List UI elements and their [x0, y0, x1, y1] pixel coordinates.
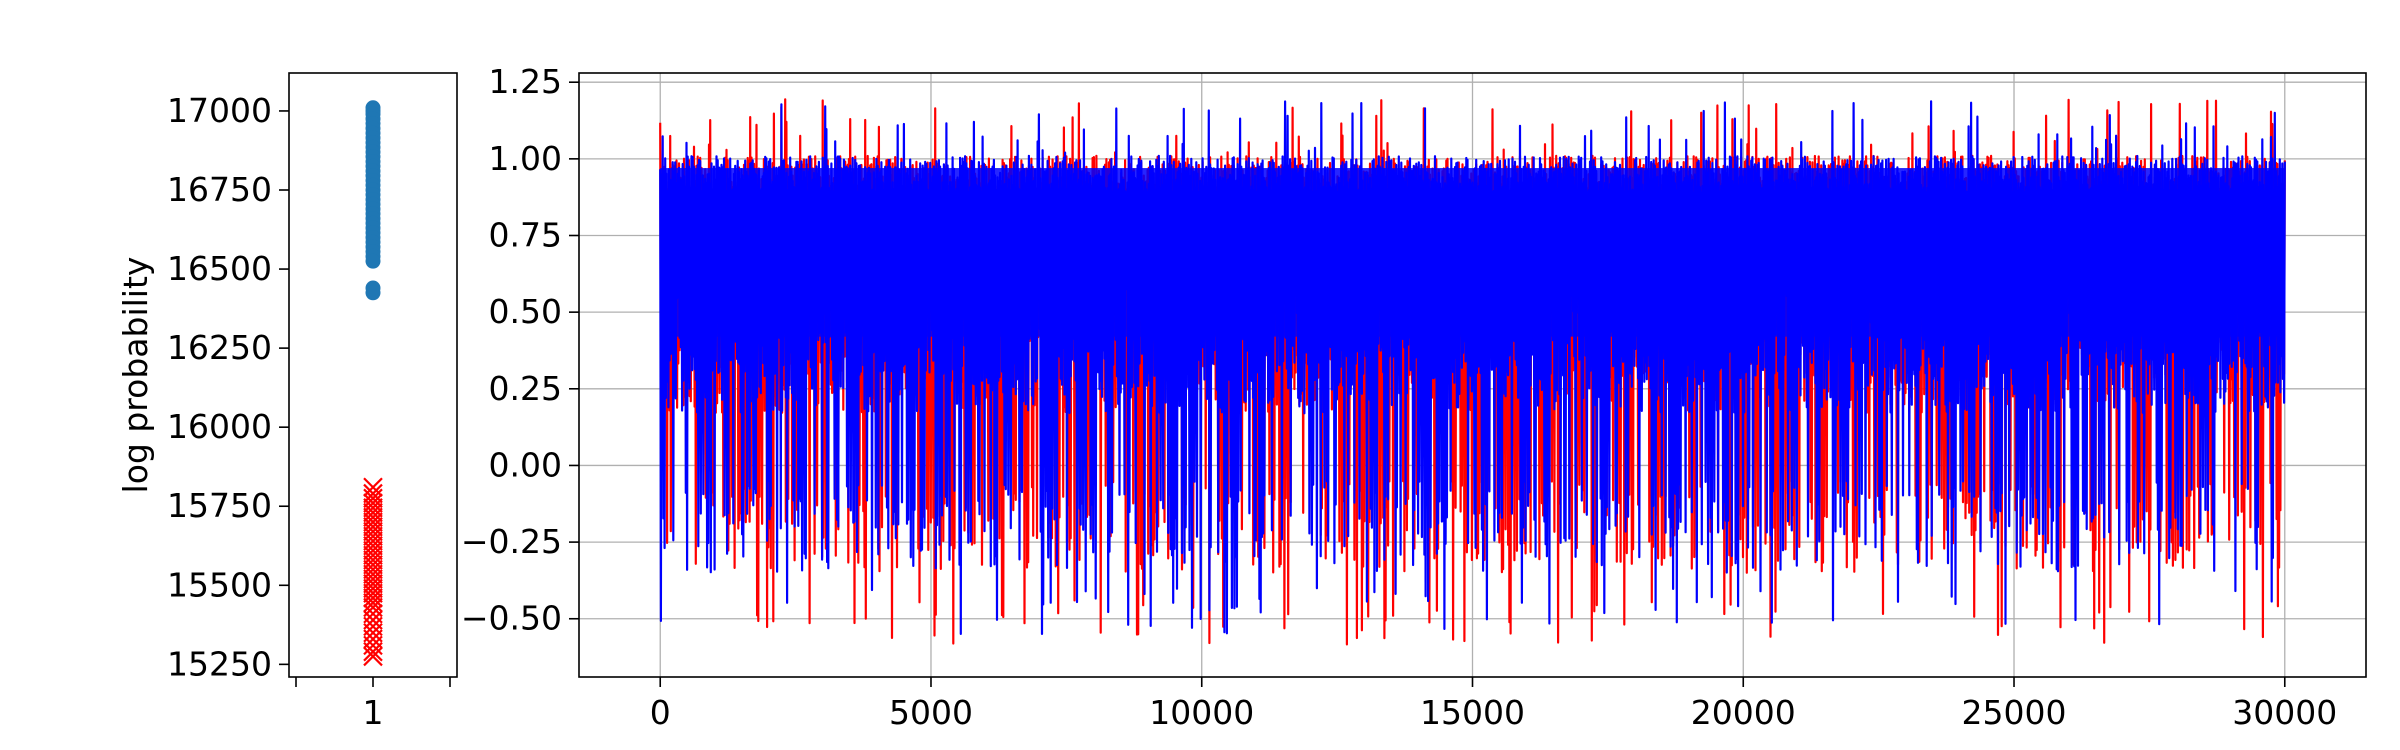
right-x-tick-label: 15000 — [1420, 693, 1525, 732]
right-y-ticks: −0.50 −0.25 0.00 0.25 0.50 0.75 1.00 1.25 — [461, 62, 579, 638]
left-y-tick-label: 17000 — [167, 91, 272, 130]
right-x-tick-label: 30000 — [2232, 693, 2337, 732]
scatter-marks — [363, 100, 383, 667]
scatter-point — [363, 583, 383, 603]
scatter-point — [363, 526, 383, 547]
scatter-point — [363, 483, 383, 504]
scatter-point — [363, 517, 383, 537]
scatter-point — [363, 646, 383, 667]
scatter-point — [363, 498, 383, 518]
scatter-point — [363, 554, 383, 575]
left-y-tick-label: 16000 — [167, 407, 272, 446]
scatter-point — [363, 502, 383, 523]
right-x-tick-label: 20000 — [1691, 693, 1796, 732]
left-y-ticks: 15250 15500 15750 16000 16250 16500 16750 17000 — [167, 91, 289, 683]
scatter-point — [363, 564, 383, 585]
right-y-tick-label: 1.00 — [489, 139, 562, 178]
blue-trace-band — [660, 168, 2285, 337]
right-y-tick-label: 0.00 — [489, 445, 562, 484]
scatter-point — [363, 559, 383, 580]
scatter-point — [363, 550, 383, 570]
scatter-point — [363, 488, 383, 509]
right-x-tick-label: 5000 — [889, 693, 973, 732]
scatter-point — [363, 512, 383, 532]
right-x-tick-label: 10000 — [1149, 693, 1254, 732]
right-x-tick-label: 0 — [650, 693, 671, 732]
scatter-point — [365, 285, 381, 301]
scatter-point — [363, 507, 383, 528]
left-y-tick-label: 15750 — [167, 486, 272, 525]
left-y-tick-label: 16750 — [167, 170, 272, 209]
scatter-point — [363, 540, 383, 561]
scatter-point — [363, 641, 383, 662]
left-y-axis-label: log probability — [116, 257, 155, 494]
scatter-point — [363, 573, 383, 594]
log-probability-scatter-panel: 15250 15500 15750 16000 16250 16500 16750 17000… — [116, 72, 458, 732]
trace-series — [659, 98, 2286, 646]
scatter-point — [363, 531, 383, 551]
scatter-point — [363, 578, 383, 599]
left-x-tick-label: 1 — [363, 693, 384, 732]
right-y-tick-label: 0.75 — [489, 215, 562, 254]
scatter-point — [363, 535, 383, 556]
left-x-ticks: 1 — [295, 677, 451, 732]
scatter-point — [363, 588, 383, 608]
left-y-tick-label: 16250 — [167, 328, 272, 367]
trace-line-panel: −0.50 −0.25 0.00 0.25 0.50 0.75 1.00 1.25 0 5000… — [461, 62, 2367, 732]
scatter-point — [363, 569, 383, 589]
scatter-point — [365, 253, 381, 269]
left-y-tick-label: 16500 — [167, 249, 272, 288]
right-y-tick-label: 0.50 — [489, 292, 562, 331]
right-y-tick-label: 0.25 — [489, 369, 562, 408]
scatter-point — [363, 493, 383, 513]
right-x-tick-label: 25000 — [1962, 693, 2067, 732]
right-y-tick-label: −0.50 — [461, 599, 562, 638]
right-x-ticks: 0 5000 10000 15000 20000 25000 30000 — [650, 677, 2337, 732]
scatter-point — [363, 545, 383, 566]
left-y-tick-label: 15250 — [167, 644, 272, 683]
right-y-tick-label: 1.25 — [489, 62, 562, 101]
left-y-tick-label: 15500 — [167, 565, 272, 604]
right-y-tick-label: −0.25 — [461, 522, 562, 561]
scatter-point — [363, 521, 383, 542]
